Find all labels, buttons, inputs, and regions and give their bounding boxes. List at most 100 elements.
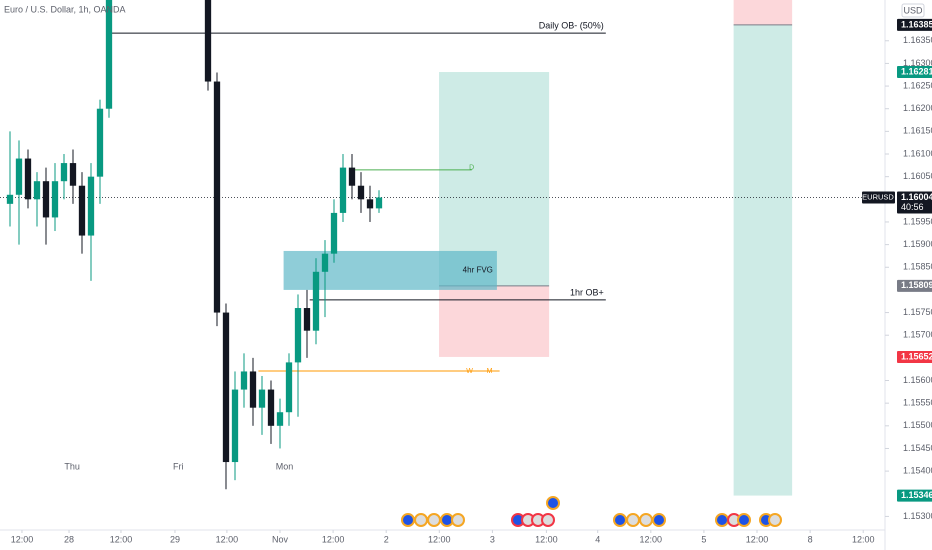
y-tick-label: 1.16050 [903, 171, 932, 181]
price-label: 1.16385 [901, 19, 932, 29]
candle-body [24, 158, 32, 200]
candle-body [231, 389, 239, 463]
day-label: Thu [64, 461, 80, 471]
price-label-box [897, 66, 932, 79]
last-price-box [897, 191, 932, 214]
candle-body [339, 167, 347, 213]
x-tick-label: 12:00 [535, 534, 558, 544]
y-tick-label: 1.16300 [903, 58, 932, 68]
candle-body [375, 197, 383, 209]
candle-body [240, 371, 248, 390]
x-tick-label: 28 [64, 534, 74, 544]
candle-body [312, 271, 320, 331]
candle-body [6, 194, 14, 204]
x-tick-label: 12:00 [428, 534, 451, 544]
last-price-timer: 40:56 [901, 202, 924, 212]
y-tick-label: 1.15450 [903, 443, 932, 453]
level-label: D [469, 165, 474, 172]
plot-area: Thu Fri Mon 4hr FVG Daily OB- (50%) 1hr OB+ D W… [0, 0, 885, 496]
y-tick-label: 1.15900 [903, 239, 932, 249]
price-label: 1.15809 [901, 280, 932, 290]
price-label: 1.15346 [901, 490, 932, 500]
chart-title: Euro / U.S. Dollar, 1h, OANDA [4, 4, 126, 14]
level-label: W [466, 368, 473, 375]
y-tick-label: 1.16250 [903, 80, 932, 90]
x-tick-label: 12:00 [640, 534, 663, 544]
day-label: Fri [173, 461, 184, 471]
level-label: 1hr OB+ [570, 287, 604, 297]
candle-body [222, 312, 230, 463]
last-price: 1.16004 [901, 192, 932, 202]
x-tick-label: 2 [384, 534, 389, 544]
candle-body [294, 308, 302, 363]
x-tick-label: 5 [701, 534, 706, 544]
x-tick-label: Nov [272, 534, 289, 544]
candle-body [267, 389, 275, 426]
candle-body [87, 176, 95, 236]
event-icons [401, 496, 782, 527]
candle-body [357, 185, 365, 200]
candle-body [51, 181, 59, 218]
price-label-box [897, 350, 932, 363]
y-tick-label: 1.15500 [903, 420, 932, 430]
position-stop-zone [733, 0, 793, 25]
y-tick-label: 1.15750 [903, 307, 932, 317]
price-label: 1.16281 [901, 66, 932, 76]
fvg-label: 4hr FVG [463, 266, 493, 275]
symbol-label: EURUSD [862, 192, 894, 201]
price-label-box [897, 279, 932, 292]
candle-body [303, 308, 311, 331]
x-tick-label: 29 [170, 534, 180, 544]
y-tick-label: 1.15400 [903, 465, 932, 475]
candle-body [258, 389, 266, 408]
candle-body [42, 181, 50, 218]
candle-body [105, 0, 113, 109]
symbol-box [862, 191, 895, 204]
position-target-zone [733, 24, 793, 496]
x-tick-label: 8 [808, 534, 813, 544]
x-tick-label: 12:00 [110, 534, 133, 544]
candle-body [321, 253, 329, 272]
x-tick-label: 12:00 [746, 534, 769, 544]
y-tick-label: 1.16350 [903, 35, 932, 45]
candle-body [78, 185, 86, 236]
y-tick-label: 1.15700 [903, 330, 932, 340]
candle-body [204, 0, 212, 82]
y-tick-label: 1.15600 [903, 375, 932, 385]
x-tick-label: 4 [595, 534, 600, 544]
y-tick-label: 1.15850 [903, 262, 932, 272]
y-tick-label: 1.16150 [903, 126, 932, 136]
y-tick-label: 1.15550 [903, 398, 932, 408]
x-tick-label: 12:00 [216, 534, 239, 544]
candle-body [330, 212, 338, 254]
axes: 1.16350 1.16300 1.16250 1.16200 1.16150 1.161… [11, 18, 932, 544]
currency-badge[interactable] [901, 3, 925, 18]
candle-body [276, 412, 284, 426]
candle-body [249, 371, 257, 408]
price-label-box [897, 489, 932, 502]
candle-body [33, 181, 41, 200]
level-label: Daily OB- (50%) [539, 20, 604, 30]
y-tick-label: 1.15950 [903, 216, 932, 226]
x-tick-label: 12:00 [322, 534, 345, 544]
y-tick-label: 1.16100 [903, 148, 932, 158]
candle-body [366, 199, 374, 209]
candle-body [285, 362, 293, 413]
candle-body [96, 108, 104, 177]
x-tick-label: 3 [490, 534, 495, 544]
day-label: Mon [276, 461, 294, 471]
position-target-zone [439, 72, 550, 286]
candle-body [213, 81, 221, 313]
level-label: M [487, 368, 493, 375]
position-stop-zone [439, 285, 550, 357]
candle-body [69, 163, 77, 186]
x-tick-label: 12:00 [852, 534, 875, 544]
candle-body [348, 167, 356, 186]
candle-body [60, 163, 68, 182]
y-tick-label: 1.15300 [903, 511, 932, 521]
price-label: 1.15652 [901, 351, 932, 361]
x-tick-label: 12:00 [11, 534, 34, 544]
candle-body [15, 158, 23, 195]
currency: USD [903, 5, 923, 15]
